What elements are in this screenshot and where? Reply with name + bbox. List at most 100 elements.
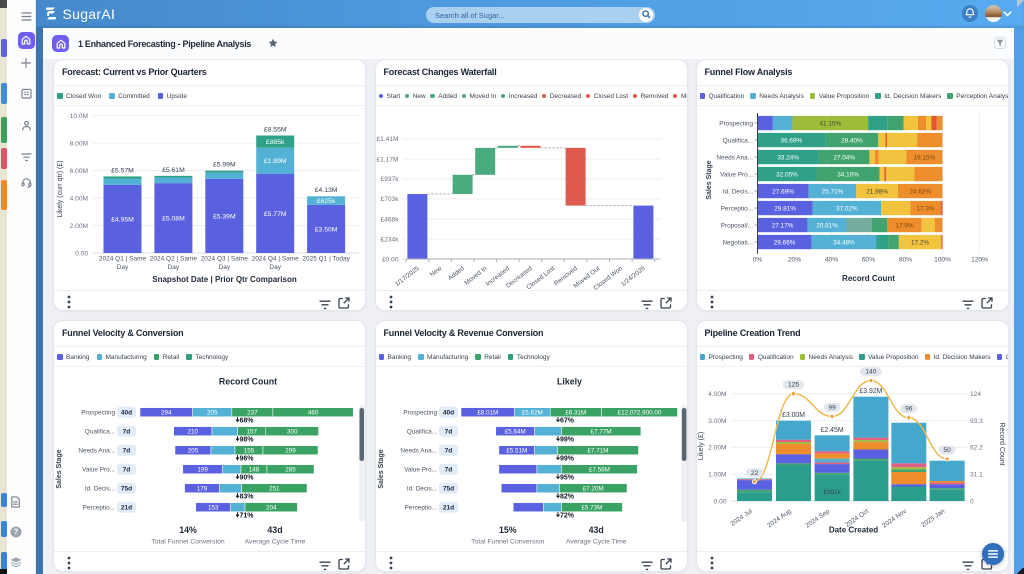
svg-text:Total Funnel Conversion: Total Funnel Conversion bbox=[471, 539, 545, 546]
svg-text:Needs Ana...: Needs Ana... bbox=[716, 154, 753, 161]
svg-text:24.62%: 24.62% bbox=[909, 188, 931, 195]
svg-text:Likely: Likely bbox=[557, 377, 582, 387]
svg-text:14%: 14% bbox=[179, 525, 197, 535]
svg-text:New: New bbox=[428, 265, 443, 279]
svg-text:153: 153 bbox=[208, 505, 219, 512]
svg-text:155: 155 bbox=[244, 448, 255, 455]
svg-text:Record Count: Record Count bbox=[842, 274, 895, 283]
svg-text:£5.62M: £5.62M bbox=[521, 410, 542, 417]
svg-text:99: 99 bbox=[828, 404, 836, 411]
svg-text:£5.73M: £5.73M bbox=[581, 505, 602, 512]
svg-text:£8.01M: £8.01M bbox=[477, 410, 498, 417]
svg-text:£3.92M: £3.92M bbox=[859, 388, 882, 395]
svg-text:Id. Decis...: Id. Decis... bbox=[722, 188, 752, 195]
svg-text:41.15%: 41.15% bbox=[819, 120, 841, 127]
svg-text:Sales Stage: Sales Stage bbox=[378, 449, 385, 488]
svg-text:Prospecting: Prospecting bbox=[81, 409, 115, 416]
svg-text:Date Created: Date Created bbox=[828, 525, 877, 534]
svg-text:205: 205 bbox=[207, 410, 218, 417]
svg-text:£5.99M: £5.99M bbox=[213, 162, 236, 169]
svg-text:8.00M: 8.00M bbox=[70, 140, 88, 147]
svg-text:33.24%: 33.24% bbox=[777, 154, 799, 161]
svg-text:Likely (curr qtr) (£): Likely (curr qtr) (£) bbox=[57, 160, 64, 217]
svg-text:7d: 7d bbox=[444, 429, 452, 436]
svg-text:£12,072,900.00: £12,072,900.00 bbox=[617, 410, 661, 417]
svg-text:2.00M: 2.00M bbox=[70, 223, 88, 230]
svg-text:£7.20M: £7.20M bbox=[582, 486, 603, 493]
svg-text:2024 Q4 | Same: 2024 Q4 | Same bbox=[252, 256, 300, 263]
svg-text:251: 251 bbox=[269, 486, 280, 493]
svg-text:£8.55M: £8.55M bbox=[264, 127, 287, 134]
svg-text:75d: 75d bbox=[121, 486, 132, 493]
svg-text:£5.08M: £5.08M bbox=[162, 216, 185, 223]
svg-text:Value Pro...: Value Pro... bbox=[82, 466, 115, 473]
svg-text:£7.71M: £7.71M bbox=[587, 448, 608, 455]
svg-text:2024 Q3 | Same: 2024 Q3 | Same bbox=[201, 256, 249, 263]
svg-text:Qualifica...: Qualifica... bbox=[722, 137, 752, 144]
svg-text:299: 299 bbox=[285, 448, 296, 455]
svg-text:22: 22 bbox=[750, 470, 758, 477]
svg-text:6.00M: 6.00M bbox=[70, 168, 88, 175]
svg-text:99%: 99% bbox=[560, 436, 575, 443]
svg-text:71%: 71% bbox=[240, 512, 255, 519]
svg-text:4.00M: 4.00M bbox=[708, 391, 726, 398]
svg-text:2024 Q1 | Same: 2024 Q1 | Same bbox=[99, 256, 147, 263]
svg-text:£1.89M: £1.89M bbox=[264, 158, 287, 165]
svg-text:£5.57M: £5.57M bbox=[111, 167, 134, 174]
svg-text:£703k: £703k bbox=[380, 196, 399, 203]
svg-text:Value Pro...: Value Pro... bbox=[404, 466, 437, 473]
svg-text:2024 Sep: 2024 Sep bbox=[804, 508, 831, 530]
svg-text:£6.31M: £6.31M bbox=[565, 410, 586, 417]
svg-text:0: 0 bbox=[970, 498, 974, 505]
svg-text:3.00M: 3.00M bbox=[708, 418, 726, 425]
svg-text:40%: 40% bbox=[824, 257, 837, 264]
svg-text:1/24/2025: 1/24/2025 bbox=[619, 265, 646, 288]
svg-text:7d: 7d bbox=[444, 448, 452, 455]
svg-text:68%: 68% bbox=[240, 417, 255, 424]
svg-text:£468k: £468k bbox=[380, 216, 399, 223]
svg-text:0.00: 0.00 bbox=[713, 498, 726, 505]
svg-text:Day: Day bbox=[117, 264, 129, 271]
svg-text:£5.61M: £5.61M bbox=[162, 167, 185, 174]
svg-text:37.02%: 37.02% bbox=[836, 205, 858, 212]
svg-text:£1.41M: £1.41M bbox=[376, 136, 398, 143]
svg-text:?: ? bbox=[13, 528, 18, 537]
svg-text:0%: 0% bbox=[752, 257, 762, 264]
svg-text:140: 140 bbox=[865, 369, 876, 376]
svg-text:Perceptio...: Perceptio... bbox=[720, 205, 753, 212]
svg-text:17.3%: 17.3% bbox=[916, 205, 934, 212]
svg-text:Likely (£): Likely (£) bbox=[698, 432, 705, 460]
svg-text:7d: 7d bbox=[123, 467, 131, 474]
svg-text:62.2: 62.2 bbox=[970, 445, 983, 452]
svg-text:Day: Day bbox=[219, 264, 231, 271]
svg-text:£0.00: £0.00 bbox=[381, 256, 398, 263]
svg-text:7d: 7d bbox=[123, 448, 131, 455]
svg-text:27.69%: 27.69% bbox=[772, 188, 794, 195]
svg-text:1.00M: 1.00M bbox=[708, 472, 726, 479]
svg-text:Needs Ana...: Needs Ana... bbox=[400, 447, 437, 454]
svg-text:Record Count: Record Count bbox=[219, 377, 277, 387]
svg-text:Perceptio...: Perceptio... bbox=[83, 504, 116, 511]
svg-text:60%: 60% bbox=[861, 257, 874, 264]
svg-text:Qualifica...: Qualifica... bbox=[85, 428, 115, 435]
svg-text:72%: 72% bbox=[560, 512, 575, 519]
svg-text:124: 124 bbox=[970, 391, 981, 398]
svg-text:90%: 90% bbox=[240, 474, 255, 481]
svg-text:Perceptio...: Perceptio... bbox=[404, 504, 437, 511]
svg-text:31.1: 31.1 bbox=[970, 472, 983, 479]
svg-text:28.40%: 28.40% bbox=[841, 137, 863, 144]
svg-text:120%: 120% bbox=[971, 257, 988, 264]
svg-text:2024 Aug: 2024 Aug bbox=[766, 508, 793, 530]
svg-text:96: 96 bbox=[905, 406, 913, 413]
svg-text:4.00M: 4.00M bbox=[70, 195, 88, 202]
svg-text:125: 125 bbox=[787, 382, 798, 389]
svg-text:7d: 7d bbox=[123, 429, 131, 436]
svg-text:285: 285 bbox=[285, 467, 296, 474]
svg-text:Day: Day bbox=[269, 264, 281, 271]
svg-text:15%: 15% bbox=[498, 525, 516, 535]
svg-text:Needs Ana...: Needs Ana... bbox=[78, 447, 115, 454]
svg-text:36.69%: 36.69% bbox=[780, 137, 802, 144]
svg-text:32.05%: 32.05% bbox=[776, 171, 798, 178]
svg-text:Sales Stage: Sales Stage bbox=[706, 160, 713, 199]
svg-text:210: 210 bbox=[188, 429, 199, 436]
